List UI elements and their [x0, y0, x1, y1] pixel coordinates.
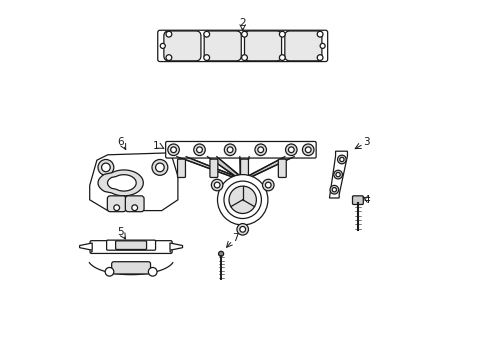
- FancyBboxPatch shape: [107, 196, 126, 212]
- FancyBboxPatch shape: [106, 240, 155, 250]
- Polygon shape: [89, 153, 178, 211]
- Circle shape: [203, 31, 209, 37]
- Polygon shape: [177, 157, 245, 180]
- Circle shape: [333, 170, 342, 179]
- Circle shape: [265, 182, 270, 188]
- Circle shape: [152, 159, 167, 175]
- Text: 5: 5: [117, 227, 123, 237]
- Circle shape: [262, 179, 273, 191]
- Circle shape: [224, 144, 235, 156]
- FancyBboxPatch shape: [278, 159, 285, 177]
- Circle shape: [317, 55, 322, 60]
- Polygon shape: [170, 243, 182, 250]
- Circle shape: [339, 157, 344, 162]
- Circle shape: [166, 55, 171, 60]
- Circle shape: [224, 181, 261, 219]
- FancyBboxPatch shape: [244, 31, 281, 61]
- Circle shape: [105, 267, 114, 276]
- FancyBboxPatch shape: [209, 159, 218, 177]
- FancyBboxPatch shape: [111, 262, 150, 274]
- Circle shape: [279, 31, 285, 37]
- Circle shape: [239, 226, 245, 232]
- Circle shape: [102, 163, 110, 172]
- Circle shape: [218, 251, 223, 256]
- Circle shape: [214, 182, 220, 188]
- Circle shape: [335, 172, 340, 177]
- Circle shape: [257, 147, 263, 153]
- Circle shape: [98, 159, 114, 175]
- FancyBboxPatch shape: [204, 31, 241, 61]
- Circle shape: [329, 185, 338, 194]
- Circle shape: [227, 147, 232, 153]
- FancyBboxPatch shape: [177, 159, 185, 177]
- Text: 6: 6: [117, 137, 123, 147]
- Circle shape: [305, 147, 310, 153]
- Polygon shape: [80, 243, 92, 250]
- FancyBboxPatch shape: [115, 241, 146, 249]
- FancyBboxPatch shape: [240, 159, 248, 177]
- Polygon shape: [240, 157, 248, 180]
- Text: 2: 2: [239, 18, 245, 28]
- Circle shape: [288, 147, 294, 153]
- FancyBboxPatch shape: [90, 240, 172, 253]
- FancyBboxPatch shape: [284, 31, 321, 61]
- Polygon shape: [98, 170, 143, 196]
- Circle shape: [203, 55, 209, 60]
- Circle shape: [317, 31, 322, 37]
- Polygon shape: [207, 157, 245, 180]
- Circle shape: [196, 147, 202, 153]
- Circle shape: [166, 31, 171, 37]
- Circle shape: [170, 147, 176, 153]
- Text: 3: 3: [363, 137, 369, 147]
- Polygon shape: [240, 157, 293, 180]
- Circle shape: [337, 155, 346, 164]
- FancyBboxPatch shape: [352, 196, 363, 204]
- FancyBboxPatch shape: [125, 196, 144, 212]
- Circle shape: [160, 44, 165, 49]
- Text: 4: 4: [363, 195, 369, 205]
- Circle shape: [132, 205, 137, 211]
- Circle shape: [155, 163, 164, 172]
- Circle shape: [228, 186, 256, 213]
- Circle shape: [331, 188, 336, 192]
- Circle shape: [148, 267, 157, 276]
- Polygon shape: [107, 175, 136, 191]
- Circle shape: [167, 144, 179, 156]
- Text: 1: 1: [153, 141, 159, 151]
- FancyBboxPatch shape: [163, 31, 201, 61]
- Polygon shape: [329, 151, 347, 198]
- Circle shape: [237, 224, 248, 235]
- Circle shape: [211, 179, 223, 191]
- FancyBboxPatch shape: [165, 141, 316, 158]
- Circle shape: [217, 175, 267, 225]
- Circle shape: [241, 31, 247, 37]
- Text: 7: 7: [232, 233, 238, 243]
- Circle shape: [279, 55, 285, 60]
- Circle shape: [114, 205, 120, 211]
- Circle shape: [320, 44, 325, 49]
- Circle shape: [302, 144, 313, 156]
- Circle shape: [193, 144, 205, 156]
- Circle shape: [241, 55, 247, 60]
- Circle shape: [285, 144, 296, 156]
- FancyBboxPatch shape: [158, 30, 327, 62]
- Circle shape: [254, 144, 266, 156]
